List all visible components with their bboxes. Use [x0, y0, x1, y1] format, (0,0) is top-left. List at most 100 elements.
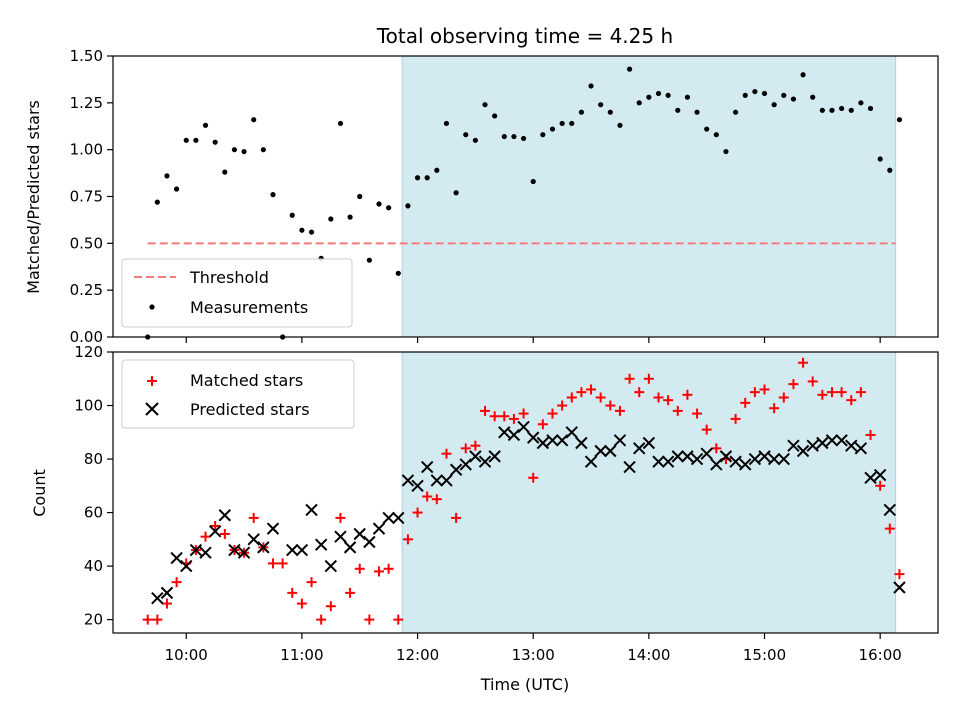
matched-star-point — [200, 531, 211, 542]
measurement-point — [752, 88, 758, 95]
x-tick-label: 10:00 — [165, 646, 208, 664]
legend-measurements-swatch — [149, 304, 155, 310]
matched-star-point — [142, 614, 153, 625]
matched-star-point — [161, 598, 172, 609]
predicted-star-point — [527, 431, 540, 444]
matched-star-point — [480, 405, 491, 416]
top-legend: Threshold Measurements — [121, 258, 353, 328]
y-tick-label: 1.50 — [70, 47, 103, 65]
matched-star-point — [460, 443, 471, 454]
matched-star-point — [451, 512, 462, 523]
predicted-star-point — [151, 592, 164, 605]
matched-star-point — [412, 507, 423, 518]
measurement-point — [183, 137, 189, 143]
measurement-point — [598, 102, 604, 108]
measurement-point — [829, 107, 835, 113]
predicted-star-point — [170, 551, 183, 565]
measurement-point — [260, 147, 266, 153]
predicted-star-point — [228, 543, 241, 557]
predicted-star-point — [565, 426, 578, 439]
predicted-star-point — [401, 474, 415, 487]
y-tick-label: 0.25 — [70, 281, 103, 299]
matched-star-point — [374, 566, 385, 577]
measurement-point — [212, 139, 218, 145]
x-tick-label: 12:00 — [396, 646, 439, 664]
predicted-star-point — [469, 450, 482, 463]
measurement-point — [848, 107, 854, 113]
measurement-point — [202, 122, 209, 128]
measurement-point — [472, 137, 478, 143]
predicted-star-point — [633, 442, 646, 455]
x-tick-label: 15:00 — [743, 646, 786, 664]
measurement-point — [337, 120, 344, 127]
measurement-point — [154, 199, 160, 205]
measurement-point — [395, 270, 401, 276]
matched-star-point — [210, 520, 221, 531]
predicted-star-point — [671, 450, 684, 463]
matched-star-point — [595, 392, 606, 403]
measurement-point — [453, 190, 459, 196]
x-tick-label: 16:00 — [859, 646, 902, 664]
predicted-star-point — [160, 586, 174, 600]
predicted-star-point — [681, 450, 694, 463]
matched-star-point — [759, 384, 770, 395]
measurement-point — [636, 100, 642, 106]
predicted-star-point — [488, 450, 501, 463]
predicted-star-point — [440, 474, 453, 487]
matched-star-point — [422, 491, 433, 502]
predicted-star-point — [661, 455, 675, 468]
matched-star-point — [634, 387, 645, 398]
predicted-star-point — [343, 541, 357, 554]
bottom-y-axis-label: Count — [30, 469, 49, 517]
predicted-star-point — [314, 538, 328, 551]
matched-star-point — [393, 614, 404, 625]
predicted-star-point — [305, 503, 318, 517]
predicted-star-point — [604, 444, 617, 458]
matched-star-point — [836, 387, 847, 398]
measurement-point — [742, 92, 748, 98]
measurement-point — [578, 109, 584, 115]
measurement-point — [405, 203, 411, 209]
y-tick-label: 40 — [84, 557, 103, 575]
predicted-star-point — [613, 434, 627, 447]
predicted-star-point — [806, 439, 819, 452]
predicted-star-point — [816, 436, 829, 450]
predicted-star-point — [353, 527, 366, 541]
predicted-star-point — [536, 436, 550, 450]
matched-star-point — [508, 413, 519, 424]
measurement-point — [617, 122, 623, 128]
predicted-star-point — [237, 546, 251, 559]
measurement-point — [723, 148, 729, 155]
y-tick-label: 100 — [74, 397, 103, 415]
top-legend-box — [121, 258, 353, 328]
matched-star-point — [653, 392, 664, 403]
predicted-star-point — [748, 452, 762, 466]
measurement-point — [877, 156, 883, 162]
predicted-star-point — [787, 439, 800, 452]
measurement-point — [492, 113, 498, 119]
predicted-star-point — [690, 452, 704, 466]
measurement-point — [414, 175, 421, 181]
measurement-point — [655, 90, 662, 97]
measurement-point — [839, 105, 845, 112]
predicted-star-point — [777, 452, 791, 466]
measurement-point — [424, 175, 430, 181]
measurement-point — [386, 205, 392, 211]
matched-star-point — [345, 587, 356, 598]
measurement-point — [665, 92, 671, 98]
predicted-star-point — [652, 455, 665, 468]
measurement-point — [222, 169, 228, 175]
matched-star-point — [740, 397, 751, 408]
measurement-point — [790, 96, 797, 102]
measurement-point — [800, 72, 806, 78]
x-tick-label: 11:00 — [280, 646, 323, 664]
measurement-point — [887, 167, 893, 173]
y-tick-label: 1.00 — [70, 141, 103, 159]
matched-star-point — [171, 577, 182, 588]
predicted-star-point — [854, 442, 868, 455]
measurement-point — [308, 229, 315, 235]
predicted-star-point — [835, 434, 848, 447]
predicted-star-point — [584, 455, 598, 468]
measurement-point — [520, 135, 527, 142]
